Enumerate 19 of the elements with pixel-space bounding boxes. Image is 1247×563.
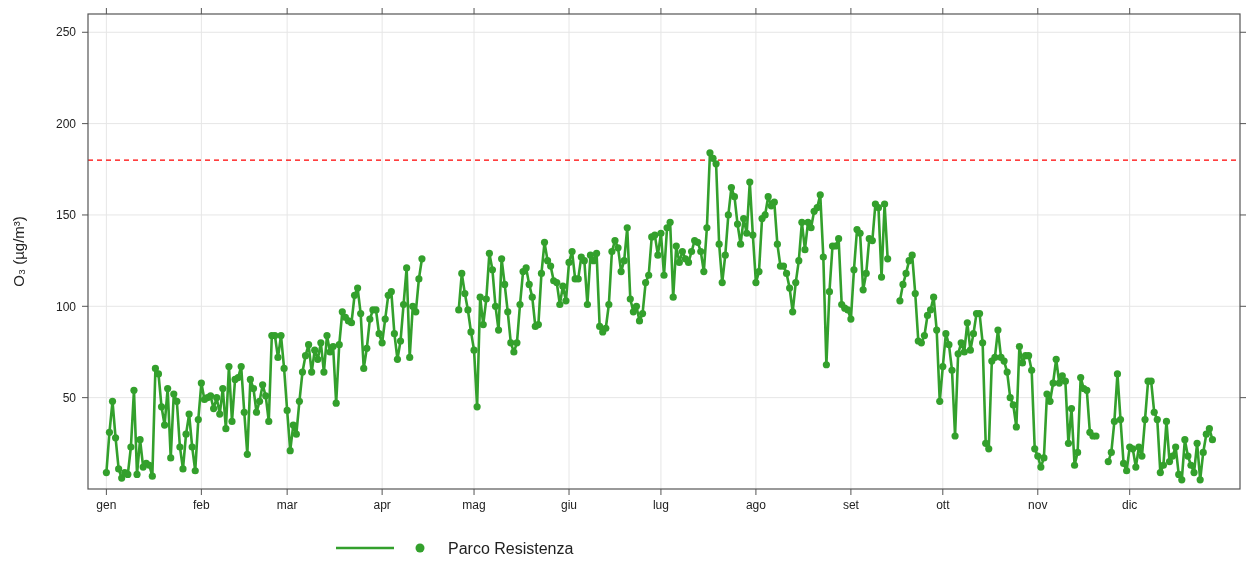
x-tick-label: apr (373, 498, 391, 512)
x-tick-label: ott (936, 498, 951, 512)
y-tick-label: 100 (55, 299, 77, 314)
y-axis-title: O₃ (µg/m³) (10, 216, 27, 287)
x-tick-label: ago (745, 498, 767, 512)
legend-label: Parco Resistenza (448, 539, 574, 557)
x-tick-label: giu (561, 498, 578, 512)
x-tick-label: mar (276, 498, 298, 512)
y-tick-label: 150 (55, 208, 77, 223)
y-tick-label: 200 (55, 116, 77, 131)
x-tick-label: feb (193, 498, 211, 512)
x-tick-label: mag (462, 498, 486, 512)
x-tick-label: dic (1122, 498, 1138, 512)
x-tick-label: lug (652, 498, 669, 512)
y-tick-label: 250 (55, 25, 77, 40)
x-tick-label: gen (96, 498, 117, 512)
x-tick-label: set (842, 498, 860, 512)
x-tick-label: nov (1028, 498, 1048, 512)
y-tick-label: 50 (62, 390, 77, 405)
